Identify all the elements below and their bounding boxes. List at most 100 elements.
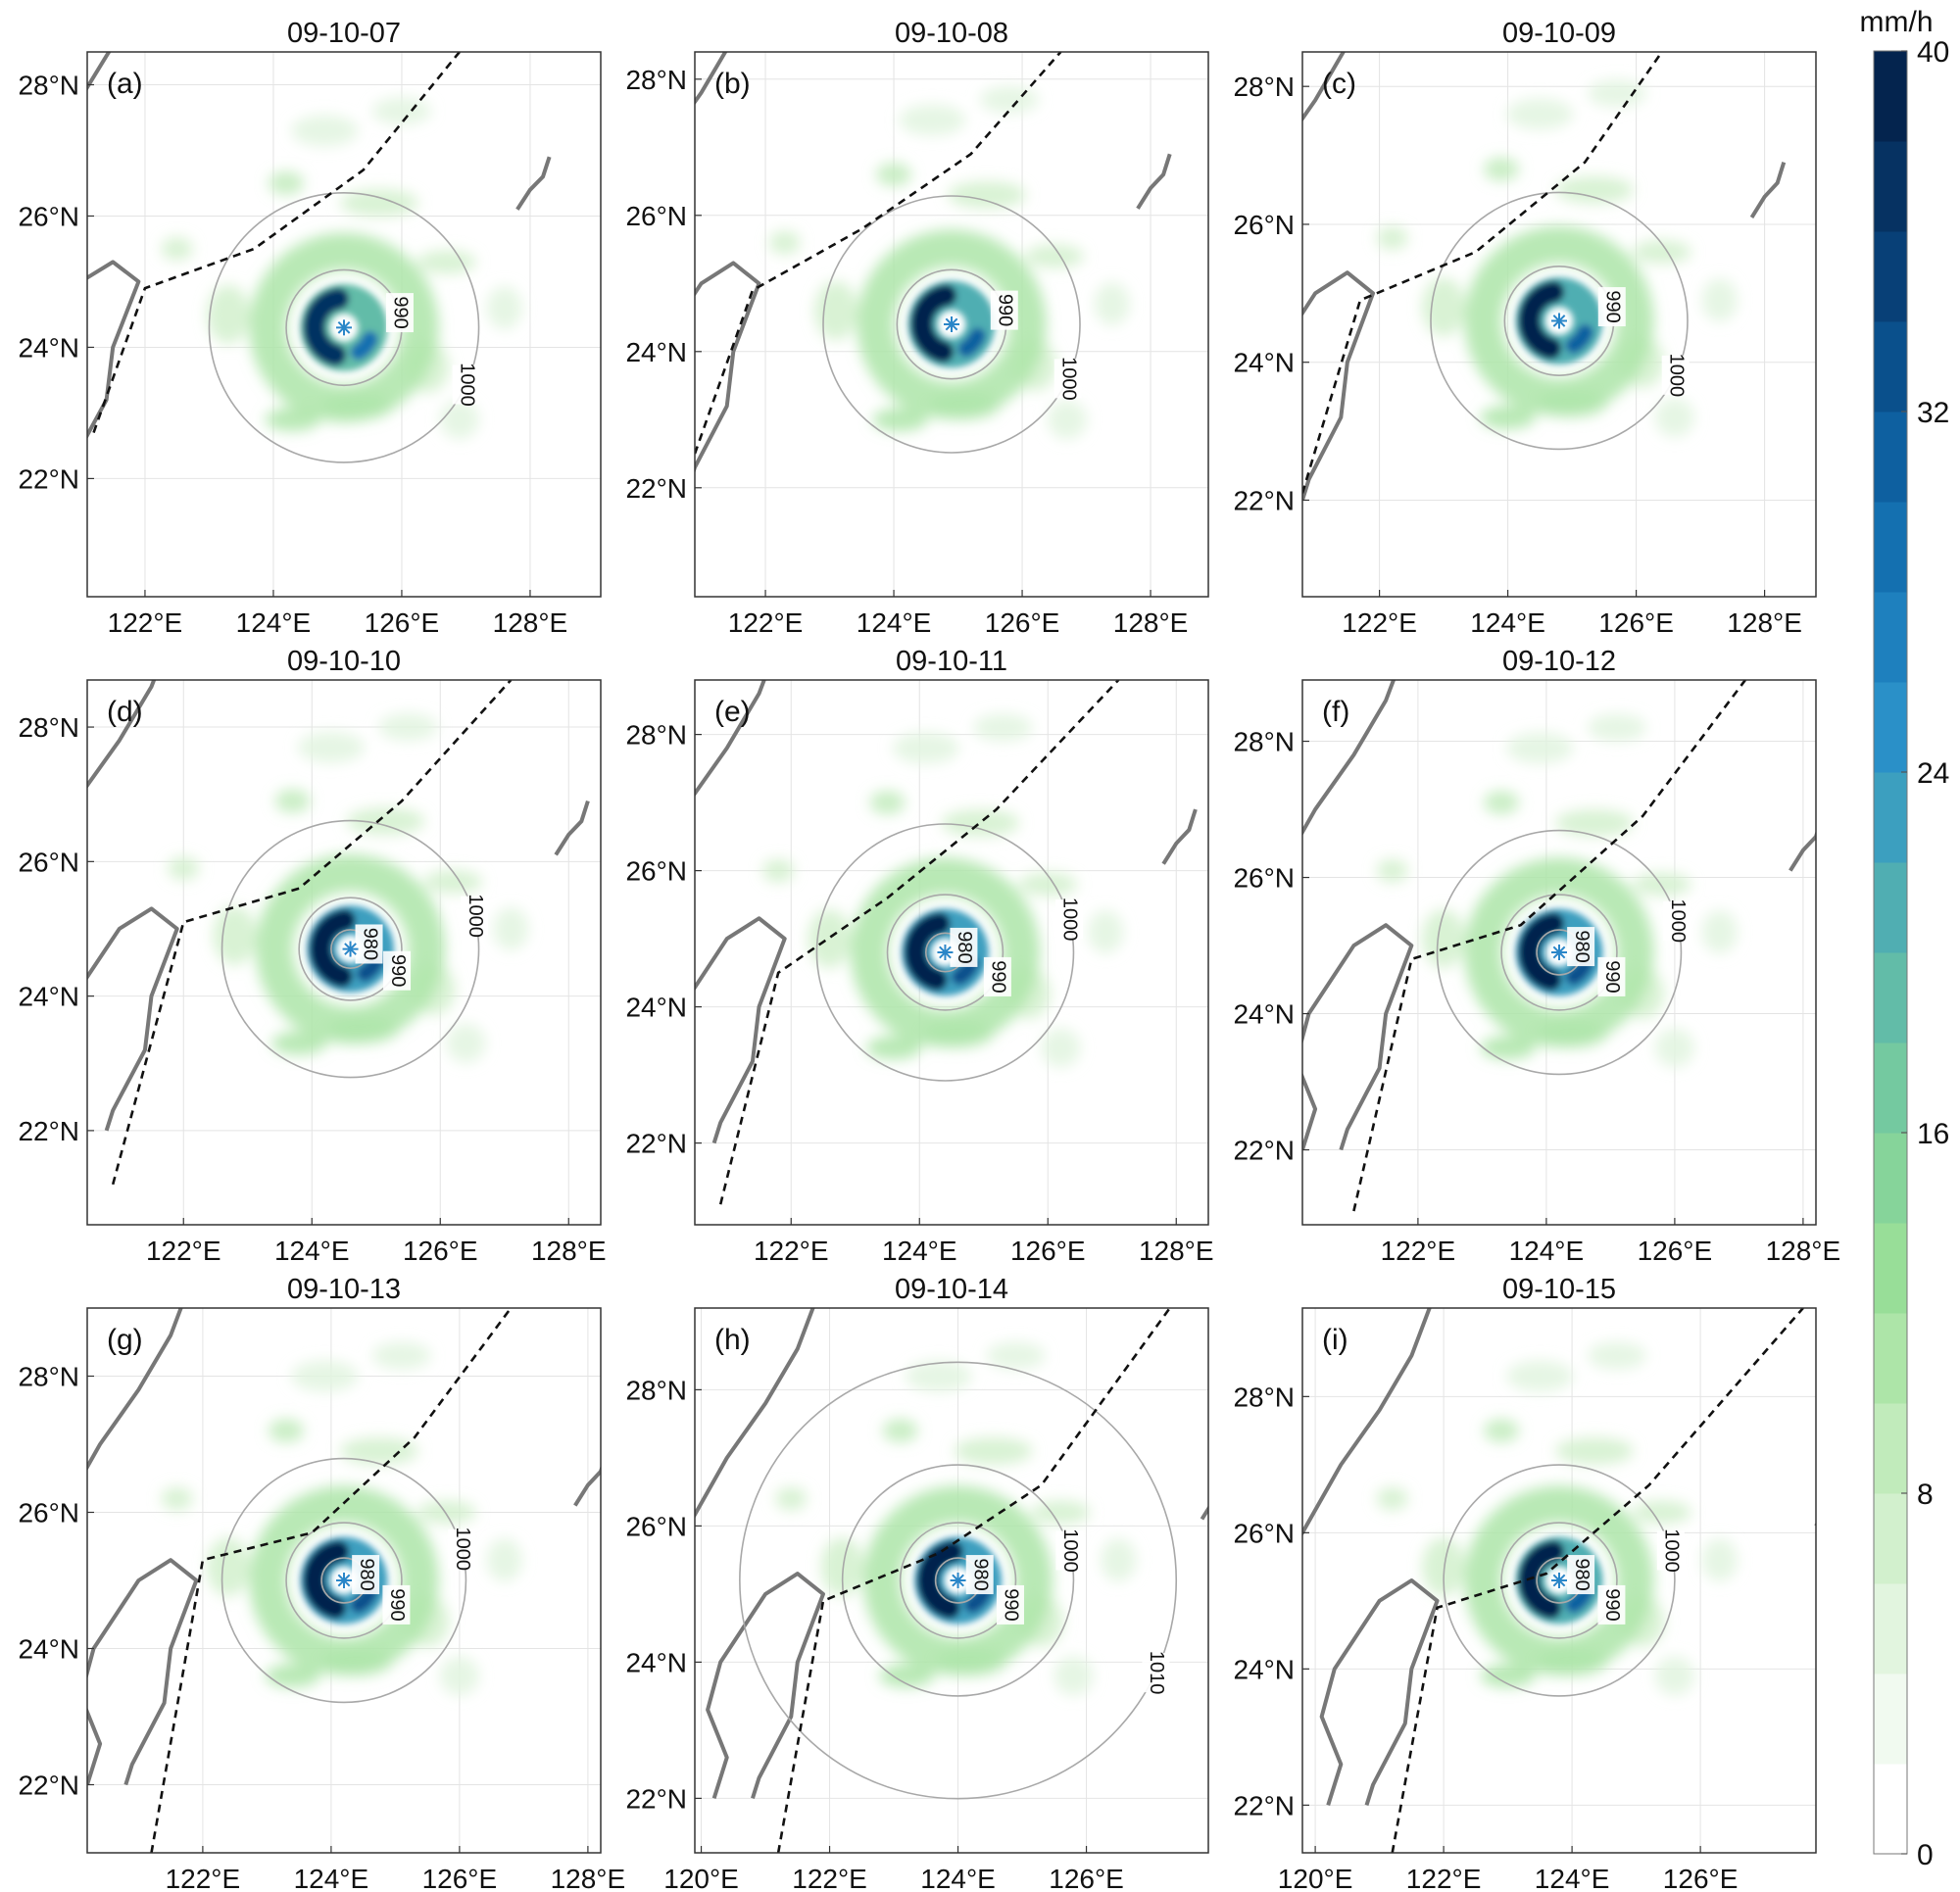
- isobar-label: 1010: [1146, 1651, 1167, 1695]
- plot-content: 990 1000: [1302, 52, 1816, 597]
- coastline: [1302, 1308, 1432, 1536]
- y-tick-label: 26°N: [18, 1498, 79, 1528]
- typhoon-center-marker: [1551, 1573, 1567, 1588]
- colorbar-tick-label: 16: [1917, 1118, 1949, 1150]
- y-tick-label: 22°N: [1233, 1790, 1295, 1820]
- x-tick-label: 126°E: [1663, 1864, 1739, 1892]
- panel-title: 09-10-15: [1502, 1274, 1616, 1305]
- x-tick-label: 124°E: [857, 607, 932, 638]
- rain-field-light: [161, 1341, 522, 1696]
- colorbar-tick-label: 32: [1917, 397, 1949, 429]
- y-tick-label: 26°N: [625, 1511, 687, 1541]
- panel-letter: (i): [1322, 1324, 1348, 1356]
- isobar-label: 980: [1571, 930, 1592, 962]
- y-tick-label: 28°N: [18, 70, 79, 100]
- x-tick-label: 128°E: [1727, 607, 1802, 638]
- isobar-label: 1000: [1665, 354, 1687, 398]
- isobar-label: 1000: [1667, 899, 1689, 944]
- panel-letter: (f): [1322, 696, 1349, 728]
- colorbar-swatch: [1874, 1313, 1907, 1404]
- x-tick-label: 122°E: [728, 607, 804, 638]
- y-tick-label: 28°N: [1233, 72, 1295, 102]
- isobar-contour: [285, 1522, 403, 1639]
- plot-content: 990 1000: [695, 52, 1208, 597]
- panel-letter: (a): [107, 68, 143, 100]
- typhoon-track: [150, 1308, 513, 1853]
- x-tick-label: 122°E: [166, 1864, 241, 1892]
- map-panel: 990 1000 122°E 124°E 126°E 128°E 22°N 24°N 26°N 2…: [1233, 18, 1817, 638]
- isobar-label: 990: [386, 1588, 408, 1621]
- coastline: [706, 1572, 825, 1799]
- isobar-contour: [1430, 191, 1689, 451]
- x-tick-label: 128°E: [1766, 1236, 1841, 1266]
- panel-frame: [86, 679, 602, 1226]
- isobar-contour: [899, 1522, 1017, 1639]
- y-tick-label: 26°N: [1233, 1518, 1295, 1548]
- colorbar-frame: [1873, 50, 1908, 1855]
- y-tick-label: 26°N: [18, 847, 79, 877]
- x-tick-label: 122°E: [754, 1236, 829, 1266]
- panel-frame: [1301, 1307, 1817, 1854]
- colorbar-swatches: [1874, 51, 1907, 1855]
- x-tick-label: 126°E: [422, 1864, 498, 1892]
- colorbar-tick-label: 8: [1917, 1479, 1934, 1511]
- rain-field-light: [762, 713, 1124, 1068]
- y-tick-label: 26°N: [18, 201, 79, 231]
- typhoon-center-marker: [1551, 945, 1567, 960]
- typhoon-track: [776, 1308, 1171, 1853]
- isobar-contour: [841, 1464, 1075, 1697]
- coastline: [1302, 680, 1396, 837]
- colorbar-tick-label: 24: [1917, 757, 1949, 790]
- x-tick-label: 124°E: [1470, 607, 1545, 638]
- x-tick-label: 126°E: [1598, 607, 1674, 638]
- x-tick-label: 122°E: [146, 1236, 221, 1266]
- colorbar-swatch: [1874, 1583, 1907, 1674]
- isobar-label: 1000: [1057, 357, 1079, 401]
- map-panel: 980 990 1000 122°E 124°E 126°E 128°E 22°N 24°N 26…: [625, 646, 1213, 1266]
- colorbar-swatch: [1874, 592, 1907, 683]
- x-tick-label: 122°E: [108, 607, 183, 638]
- coastline: [87, 1308, 183, 1472]
- coastline: [573, 1465, 601, 1507]
- typhoon-center-marker: [950, 1573, 966, 1588]
- panel-title: 09-10-09: [1502, 18, 1616, 49]
- x-tick-label: 128°E: [1113, 607, 1189, 638]
- map-panel: 980 990 1000 1010 120°E 122°E 124°E 126°E 22°N 24…: [625, 1274, 1209, 1892]
- y-tick-label: 26°N: [1233, 210, 1295, 240]
- y-tick-label: 22°N: [1233, 485, 1295, 515]
- y-tick-label: 22°N: [18, 1116, 79, 1146]
- coastline: [87, 906, 179, 1132]
- coastline: [87, 680, 157, 789]
- colorbar-swatch: [1874, 1043, 1907, 1134]
- y-tick-label: 26°N: [625, 856, 687, 887]
- panel-letter: (g): [107, 1324, 143, 1356]
- plot-content: 980 990 1000: [1302, 1308, 1816, 1853]
- y-tick-label: 28°N: [1233, 1382, 1295, 1412]
- y-tick-label: 24°N: [625, 337, 687, 367]
- map-panel: 980 990 1000 122°E 124°E 126°E 128°E 22°N 24°N 26…: [18, 646, 606, 1266]
- coastline: [1136, 153, 1172, 210]
- coastline: [87, 260, 141, 440]
- x-tick-label: 126°E: [985, 607, 1060, 638]
- isobar-label: 990: [994, 294, 1015, 326]
- y-tick-label: 24°N: [18, 982, 79, 1012]
- y-tick-label: 28°N: [625, 65, 687, 95]
- x-tick-label: 122°E: [1406, 1864, 1482, 1892]
- x-tick-label: 124°E: [294, 1864, 369, 1892]
- coastline: [1161, 808, 1198, 865]
- map-panel: 980 990 1000 122°E 124°E 126°E 128°E 22°N 24°N 26…: [18, 1274, 625, 1892]
- panel-frame: [1301, 51, 1817, 598]
- colorbar-swatch: [1874, 682, 1907, 773]
- colorbar-swatch: [1874, 51, 1907, 142]
- panel-title: 09-10-10: [287, 646, 401, 677]
- typhoon-track: [1391, 1308, 1804, 1853]
- plot-content: 990 1000: [87, 52, 601, 597]
- y-tick-label: 22°N: [625, 473, 687, 504]
- isobar-contour: [1500, 894, 1618, 1011]
- panel-frame: [1301, 679, 1817, 1226]
- panel-title: 09-10-13: [287, 1274, 401, 1305]
- isobar-label: 990: [1601, 290, 1623, 322]
- isobar-label: 990: [988, 960, 1009, 993]
- y-tick-label: 22°N: [625, 1783, 687, 1814]
- y-tick-label: 22°N: [18, 463, 79, 494]
